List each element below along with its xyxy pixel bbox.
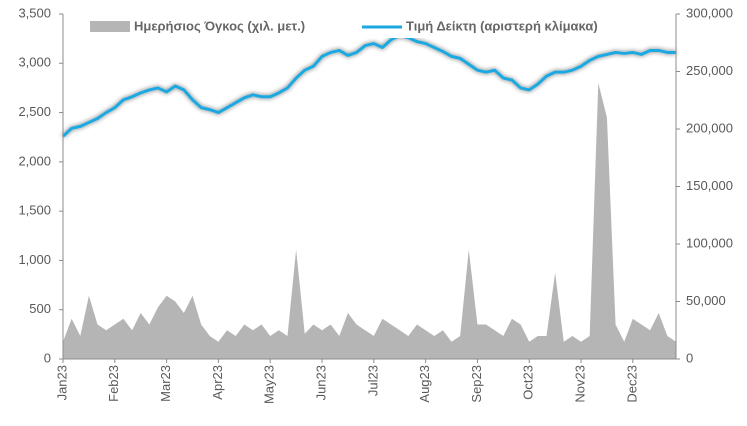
x-tick-label: Jan23: [54, 365, 69, 400]
y-tick-label: 3,000: [18, 55, 51, 70]
legend: Ημερήσιος Όγκος (χιλ. μετ.) Τιμή Δείκτη (…: [86, 16, 646, 38]
y2-tick-label: 250,000: [686, 63, 733, 78]
y2-tick-label: 150,000: [686, 178, 733, 193]
y2-tick-label: 300,000: [686, 5, 733, 20]
volume-area: [63, 83, 676, 359]
x-tick-label: Apr23: [210, 365, 225, 400]
y-tick-label: 500: [29, 301, 51, 316]
x-tick-label: May23: [262, 365, 277, 404]
x-tick-label: Nov23: [572, 365, 587, 403]
legend-label: Ημερήσιος Όγκος (χιλ. μετ.): [134, 18, 305, 33]
x-tick-label: Dec23: [624, 365, 639, 403]
legend-label: Τιμή Δείκτη (αριστερή κλίμακα): [406, 18, 598, 33]
x-tick-label: Feb23: [106, 365, 121, 402]
legend-swatch: [90, 21, 130, 32]
y-tick-label: 2,500: [18, 104, 51, 119]
x-tick-label: Mar23: [158, 365, 173, 402]
y-tick-label: 1,500: [18, 203, 51, 218]
y-tick-label: 3,500: [18, 5, 51, 20]
x-tick-label: Oct23: [521, 365, 536, 400]
y-tick-label: 0: [44, 350, 51, 365]
price-line: [61, 34, 676, 138]
y-tick-label: 2,000: [18, 153, 51, 168]
y-tick-label: 1,000: [18, 252, 51, 267]
x-tick-label: Aug23: [417, 365, 432, 403]
x-tick-label: Sep23: [469, 365, 484, 403]
y2-tick-label: 0: [686, 350, 693, 365]
y2-tick-label: 100,000: [686, 235, 733, 250]
x-tick-label: Jun23: [313, 365, 328, 400]
y2-tick-label: 50,000: [686, 293, 726, 308]
y2-tick-label: 200,000: [686, 120, 733, 135]
x-tick-label: Jul23: [365, 365, 380, 396]
